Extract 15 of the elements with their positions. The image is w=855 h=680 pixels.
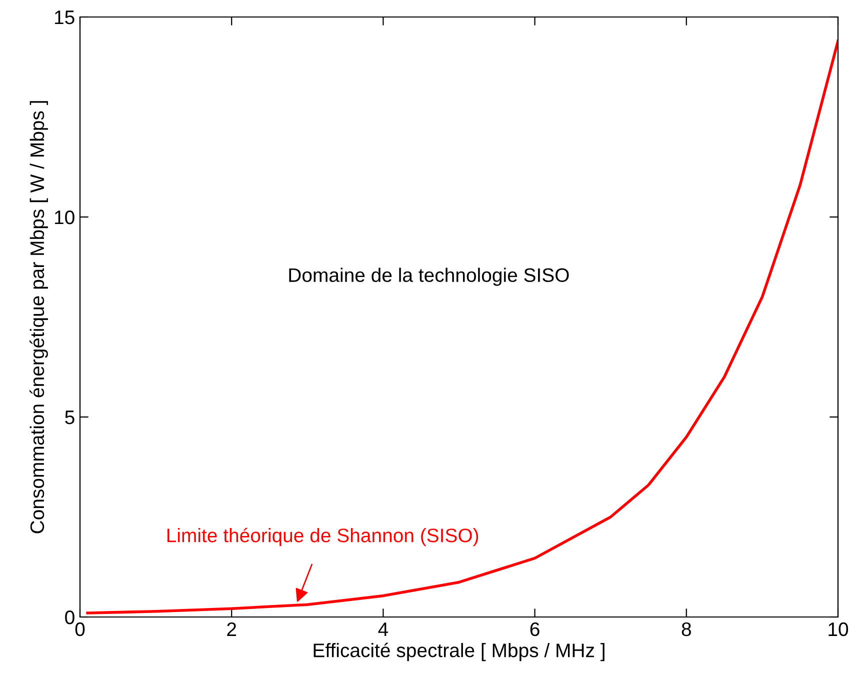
x-tick-label: 0 <box>75 622 85 636</box>
line-series <box>86 40 838 614</box>
y-tick-label: 10 <box>54 210 74 224</box>
annotation: Domaine de la technologie SISO <box>289 268 569 286</box>
x-tick-label: 10 <box>828 622 848 636</box>
x-tick-label: 8 <box>682 622 691 636</box>
x-axis-title: Efficacité spectrale [ Mbps / MHz ] <box>314 642 604 662</box>
x-tick-label: 2 <box>227 622 236 636</box>
y-tick-label: 15 <box>54 10 74 24</box>
x-tick-label: 6 <box>530 622 540 636</box>
annotation: Limite théorique de Shannon (SISO) <box>167 528 478 546</box>
y-tick-label: 5 <box>65 410 74 424</box>
x-tick-label: 4 <box>378 622 388 636</box>
y-tick-label: 0 <box>65 610 74 624</box>
y-axis-title: Consommation énergétique par Mbps [ W / Mbps ] <box>30 101 48 534</box>
